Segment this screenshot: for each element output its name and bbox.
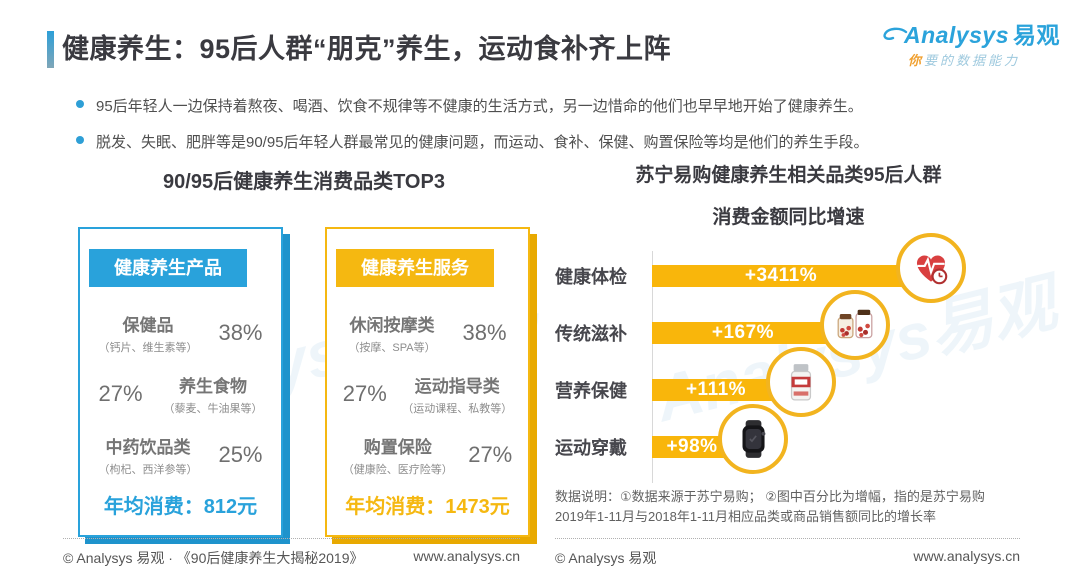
bar-track: +98% <box>652 404 1022 474</box>
item-sublabel: （钙片、维生素等） <box>98 342 198 354</box>
data-note-line2: 2019年1-11月与2018年1-11月相应品类或商品销售额同比的增长率 <box>555 509 936 525</box>
card-item: 保健品 （钙片、维生素等） 38% <box>80 311 281 355</box>
bar-value-label: +98% <box>666 436 718 457</box>
logo-tagline-rest: 要的数据能力 <box>924 53 1021 69</box>
bullet-dot-icon <box>76 136 84 144</box>
suning-growth-panel: 苏宁易购健康养生相关品类95后人群 消费金额同比增速 健康体检 +3411% <box>555 160 1022 527</box>
card-item: 运动指导类 （运动课程、私教等） 27% <box>327 372 528 416</box>
bar-category-label: 营养保健 <box>555 381 627 401</box>
item-percentage: 27% <box>98 381 143 406</box>
copyright-source: © Analysys 易观 <box>555 550 657 566</box>
growth-bar-chart: 健康体检 +3411% 传统滋补 <box>555 233 1022 483</box>
left-panel-title: 90/95后健康养生消费品类TOP3 <box>163 171 445 193</box>
item-sublabel: （按摩、SPA等） <box>348 342 436 354</box>
footer-left: © Analysys 易观 · 《90后健康养生大揭秘2019》 www.ana… <box>63 538 520 568</box>
card-item: 购置保险 （健康险、医疗险等） 27% <box>327 433 528 477</box>
data-note-line1: 数据说明：①数据来源于苏宁易购； ②图中百分比为增幅，指的是苏宁易购 <box>555 489 985 504</box>
item-percentage: 25% <box>218 442 263 467</box>
item-label: 养生食物 <box>179 377 247 396</box>
card-health-products: 健康养生产品 保健品 （钙片、维生素等） 38% 养生食物 （藜麦、牛油果等） <box>78 227 283 537</box>
bullet-text: 95后年轻人一边保持着熬夜、喝酒、饮食不规律等不健康的生活方式，另一边惜命的他们… <box>96 98 863 115</box>
page-title: 健康养生：95后人群“朋克”养生，运动食补齐上阵 <box>62 34 672 64</box>
footer-right: © Analysys 易观 www.analysys.cn <box>555 538 1020 568</box>
item-percentage: 27% <box>342 381 387 406</box>
title-accent-bar <box>47 31 54 68</box>
bar-row: 传统滋补 +167% <box>555 290 1022 360</box>
bar-value-label: +167% <box>711 322 775 343</box>
bar: +3411% <box>652 265 910 287</box>
item-label: 购置保险 <box>363 438 432 457</box>
bar-value-label: +111% <box>685 379 747 400</box>
analysys-logo: Analysys 易观 你要的数据能力 <box>882 22 1060 69</box>
logo-swoosh-icon <box>882 25 908 51</box>
bar-value-label: +3411% <box>744 265 818 286</box>
item-sublabel: （藜麦、牛油果等） <box>163 403 263 415</box>
annual-spend: 年均消费：812元 <box>103 496 258 518</box>
card-items: 休闲按摩类 （按摩、SPA等） 38% 运动指导类 （运动课程、私教等） 27% <box>327 311 528 477</box>
category-cards: 健康养生产品 保健品 （钙片、维生素等） 38% 养生食物 （藜麦、牛油果等） <box>78 227 530 537</box>
card-health-services: 健康养生服务 休闲按摩类 （按摩、SPA等） 38% 运动指导类 （运动课程、私… <box>325 227 530 537</box>
website-url[interactable]: www.analysys.cn <box>913 548 1020 564</box>
item-label: 运动指导类 <box>414 377 500 396</box>
tonic-jars-icon <box>820 290 890 360</box>
logo-tagline: 你要的数据能力 <box>882 53 1060 69</box>
bar: +98% <box>652 436 732 458</box>
card-header-badge: 健康养生服务 <box>336 249 494 287</box>
item-percentage: 38% <box>218 320 263 345</box>
copyright-source: © Analysys 易观 · 《90后健康养生大揭秘2019》 <box>63 550 364 566</box>
top3-consumption-panel: 90/95后健康养生消费品类TOP3 健康养生产品 保健品 （钙片、维生素等） … <box>78 165 530 537</box>
logo-wordmark: Analysys 易观 <box>882 22 1060 51</box>
item-percentage: 38% <box>462 320 507 345</box>
bar: +167% <box>652 322 834 344</box>
bar-track: +111% <box>652 347 1022 417</box>
logo-brand-cn: 易观 <box>1013 22 1060 48</box>
bar-row: 健康体检 +3411% <box>555 233 1022 303</box>
card-header-badge: 健康养生产品 <box>89 249 247 287</box>
bar-row: 营养保健 +111% <box>555 347 1022 417</box>
website-url[interactable]: www.analysys.cn <box>413 548 520 564</box>
bar-category-label: 健康体检 <box>555 267 627 287</box>
bar-category-label: 运动穿戴 <box>555 438 627 458</box>
item-sublabel: （枸杞、西洋参等） <box>98 464 198 476</box>
bar-track: +167% <box>652 290 1022 360</box>
annual-spend: 年均消费：1473元 <box>345 496 510 518</box>
bullet-text: 脱发、失眠、肥胖等是90/95后年轻人群最常见的健康问题，而运动、食补、保健、购… <box>96 134 869 151</box>
card-items: 保健品 （钙片、维生素等） 38% 养生食物 （藜麦、牛油果等） 27% <box>80 311 281 477</box>
data-note: 数据说明：①数据来源于苏宁易购； ②图中百分比为增幅，指的是苏宁易购 2019年… <box>555 487 1022 527</box>
chart-axis-line <box>652 251 653 483</box>
logo-tagline-first: 你 <box>907 53 924 69</box>
bullet-item: 脱发、失眠、肥胖等是90/95后年轻人群最常见的健康问题，而运动、食补、保健、购… <box>76 131 996 152</box>
item-sublabel: （健康险、医疗险等） <box>342 464 453 476</box>
bullet-item: 95后年轻人一边保持着熬夜、喝酒、饮食不规律等不健康的生活方式，另一边惜命的他们… <box>76 95 996 116</box>
key-findings: 95后年轻人一边保持着熬夜、喝酒、饮食不规律等不健康的生活方式，另一边惜命的他们… <box>76 95 996 167</box>
item-percentage: 27% <box>468 442 513 467</box>
smartwatch-icon <box>718 404 788 474</box>
bar: +111% <box>652 379 780 401</box>
bar-track: +3411% <box>652 233 1022 303</box>
bar-category-label: 传统滋补 <box>555 324 627 344</box>
item-label: 保健品 <box>122 316 174 335</box>
bullet-dot-icon <box>76 100 84 108</box>
item-label: 中药饮品类 <box>105 438 191 457</box>
item-sublabel: （运动课程、私教等） <box>402 403 513 415</box>
heart-checkup-icon <box>896 233 966 303</box>
card-item: 休闲按摩类 （按摩、SPA等） 38% <box>327 311 528 355</box>
item-label: 休闲按摩类 <box>349 316 435 335</box>
right-panel-title-line2: 消费金额同比增速 <box>712 207 865 228</box>
supplement-bottle-icon <box>766 347 836 417</box>
card-item: 养生食物 （藜麦、牛油果等） 27% <box>80 372 281 416</box>
logo-brand-text: Analysys <box>903 22 1009 48</box>
bar-row: 运动穿戴 +98% <box>555 404 1022 474</box>
card-item: 中药饮品类 （枸杞、西洋参等） 25% <box>80 433 281 477</box>
right-panel-title-line1: 苏宁易购健康养生相关品类95后人群 <box>635 165 942 186</box>
